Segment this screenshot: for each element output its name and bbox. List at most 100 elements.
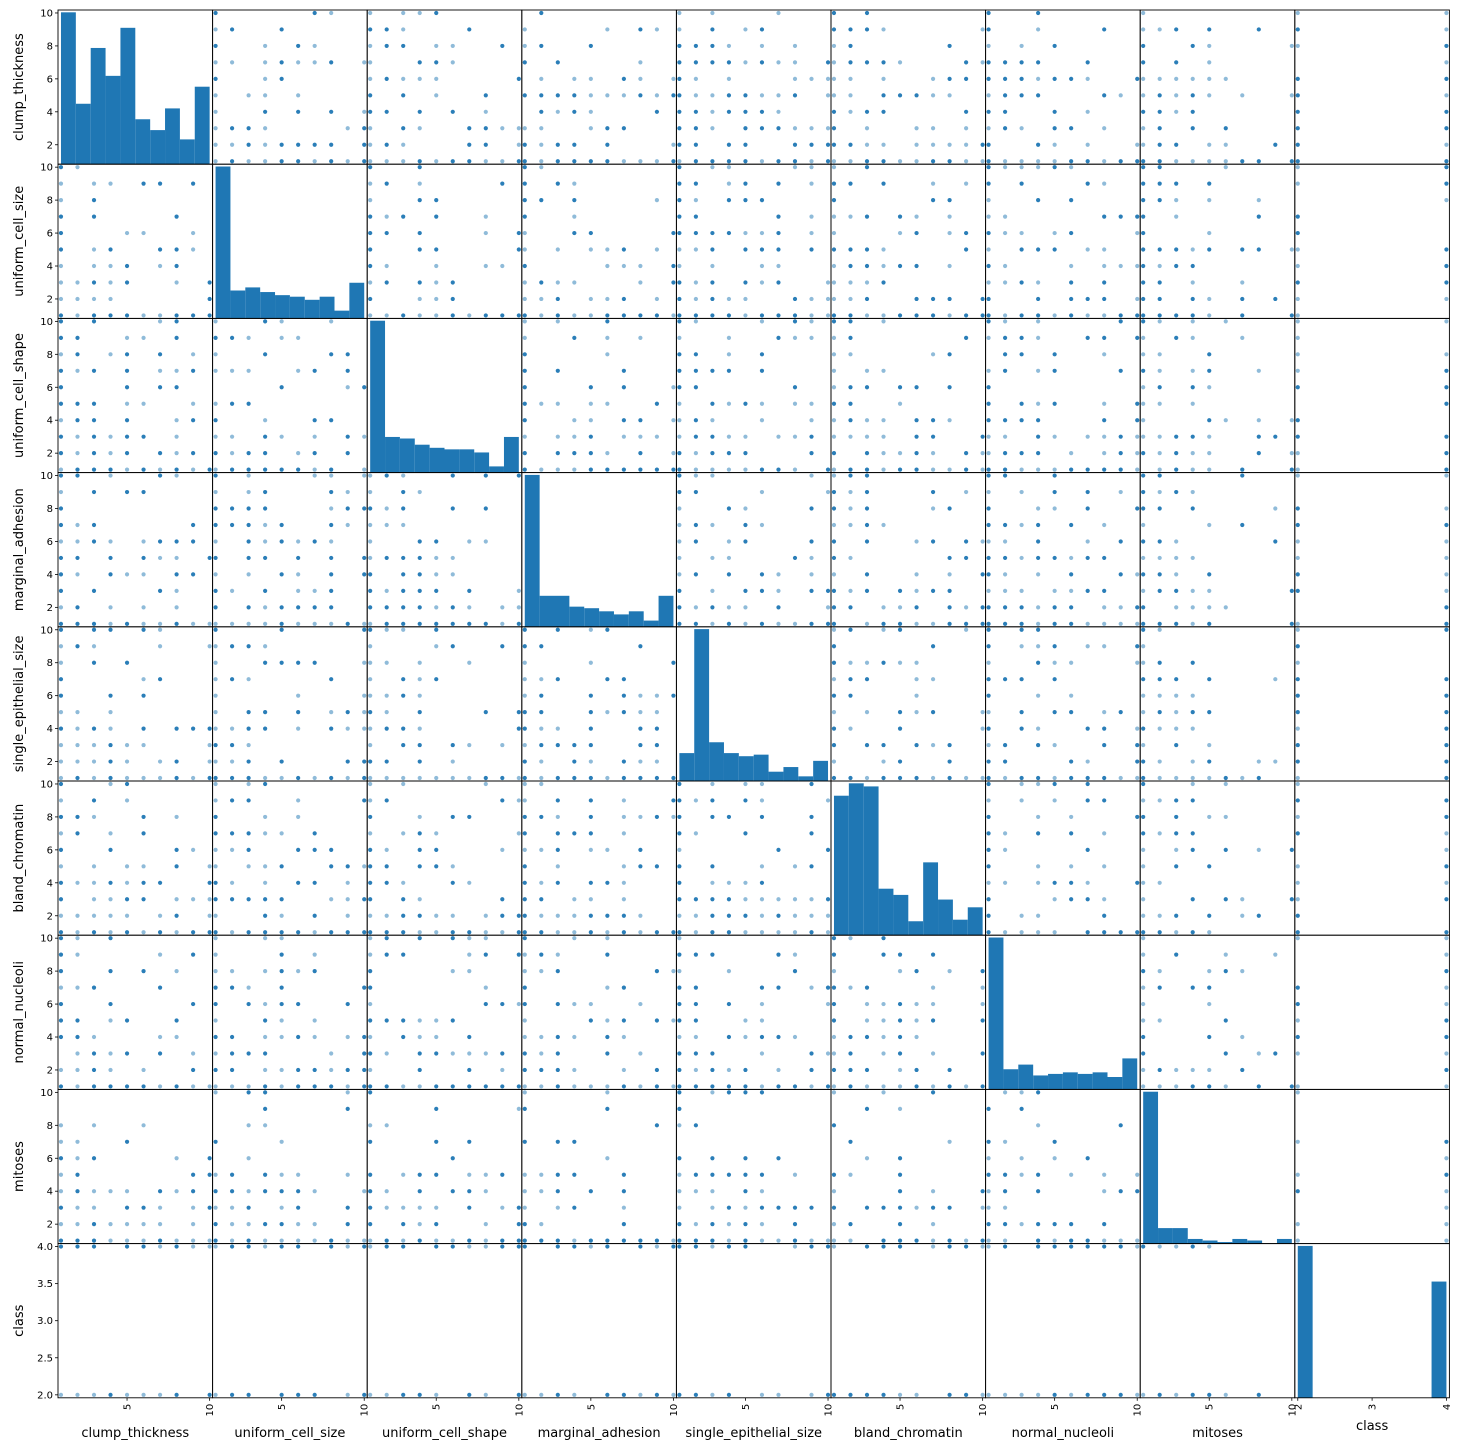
scatter-point — [881, 1001, 886, 1007]
scatter-point — [1207, 930, 1212, 935]
scatter-point — [677, 1123, 682, 1128]
scatter-point — [124, 742, 130, 748]
scatter-point — [759, 109, 765, 114]
scatter-point — [848, 76, 853, 81]
scatter-point — [329, 847, 334, 852]
scatter-point — [522, 313, 527, 318]
scatter-point — [1174, 693, 1179, 698]
scatter-point — [157, 1034, 163, 1040]
scatter-point — [1052, 798, 1057, 803]
scatter-point — [401, 1084, 406, 1089]
scatter-point — [809, 76, 814, 81]
scatter-point — [229, 1244, 235, 1249]
y-tick-label: 2 — [47, 449, 53, 460]
x-tick-label: 5 — [432, 1404, 443, 1410]
scatter-point — [329, 539, 334, 544]
scatter-point — [1207, 76, 1212, 81]
scatter-point — [1036, 280, 1041, 285]
scatter-point — [792, 76, 798, 81]
scatter-point — [1052, 434, 1057, 439]
scatter-point — [296, 60, 301, 65]
scatter-point — [864, 296, 870, 302]
scatter-point — [384, 588, 389, 593]
scatter-point — [980, 1018, 985, 1023]
scatter-point — [621, 368, 626, 373]
scatter-point — [881, 159, 886, 164]
scatter-point — [450, 1244, 455, 1249]
scatter-point — [1141, 352, 1146, 357]
scatter-point — [450, 280, 455, 285]
scatter-point — [417, 897, 422, 902]
scatter-point — [157, 473, 163, 478]
cell-frame — [212, 1088, 368, 1245]
scatter-point — [213, 109, 218, 114]
scatter-point — [809, 572, 814, 577]
scatter-point — [229, 759, 235, 764]
scatter-point — [58, 621, 64, 626]
scatter-point — [1141, 214, 1146, 219]
scatter-point — [1118, 539, 1123, 544]
scatter-point — [848, 247, 853, 252]
scatter-point — [964, 605, 969, 610]
scatter-point — [572, 759, 577, 764]
scatter-point — [555, 1238, 560, 1243]
scatter-point — [693, 605, 698, 610]
scatter-point — [897, 313, 903, 318]
scatter-point — [930, 1238, 936, 1243]
scatter-point — [1444, 109, 1449, 114]
scatter-point — [1019, 798, 1024, 803]
scatter-point — [930, 1189, 936, 1194]
scatter-point — [384, 1018, 389, 1023]
scatter-point — [693, 539, 698, 544]
scatter-point — [1135, 434, 1140, 439]
scatter-point — [401, 677, 406, 682]
scatter-point — [1295, 93, 1300, 98]
scatter-point — [914, 742, 919, 748]
scatter-point — [91, 489, 97, 495]
scatter-point — [1069, 831, 1074, 836]
scatter-point — [1207, 1084, 1212, 1089]
scatter-point — [986, 742, 991, 748]
cell-normal-nucleoli-vs-clump-thickness — [58, 936, 212, 1089]
scatter-point — [1295, 775, 1300, 781]
scatter-point — [848, 522, 853, 528]
scatter-point — [1174, 913, 1179, 918]
scatter-point — [58, 418, 64, 423]
scatter-point — [1085, 1156, 1090, 1161]
scatter-point — [864, 280, 870, 285]
scatter-point — [605, 1090, 610, 1095]
cell-frame — [521, 1088, 677, 1245]
scatter-point — [312, 1084, 317, 1089]
scatter-point — [825, 847, 831, 852]
scatter-point — [1174, 467, 1179, 472]
scatter-point — [572, 1084, 577, 1089]
scatter-point — [368, 60, 373, 65]
scatter-point — [1141, 451, 1146, 456]
scatter-point — [213, 588, 218, 593]
scatter-point — [677, 880, 682, 885]
scatter-point — [91, 263, 97, 269]
cell-frame — [366, 1243, 523, 1399]
scatter-point — [986, 1392, 991, 1397]
scatter-point — [1256, 159, 1261, 164]
scatter-point — [207, 280, 212, 285]
scatter-point — [1102, 897, 1107, 902]
scatter-point — [362, 1392, 367, 1397]
scatter-point — [654, 1244, 660, 1249]
scatter-point — [91, 296, 97, 302]
scatter-point — [809, 555, 814, 561]
scatter-point — [384, 936, 389, 941]
scatter-point — [726, 572, 732, 577]
scatter-point — [368, 214, 373, 219]
scatter-point — [229, 1067, 235, 1073]
scatter-point — [1240, 473, 1245, 478]
scatter-point — [384, 1051, 389, 1056]
scatter-point — [296, 1205, 301, 1210]
scatter-point — [654, 27, 660, 32]
scatter-point — [654, 198, 660, 203]
scatter-point — [1019, 352, 1024, 357]
scatter-point — [58, 467, 64, 472]
scatter-point — [124, 401, 130, 406]
scatter-point — [710, 930, 715, 935]
histogram-bar — [1062, 1072, 1078, 1090]
